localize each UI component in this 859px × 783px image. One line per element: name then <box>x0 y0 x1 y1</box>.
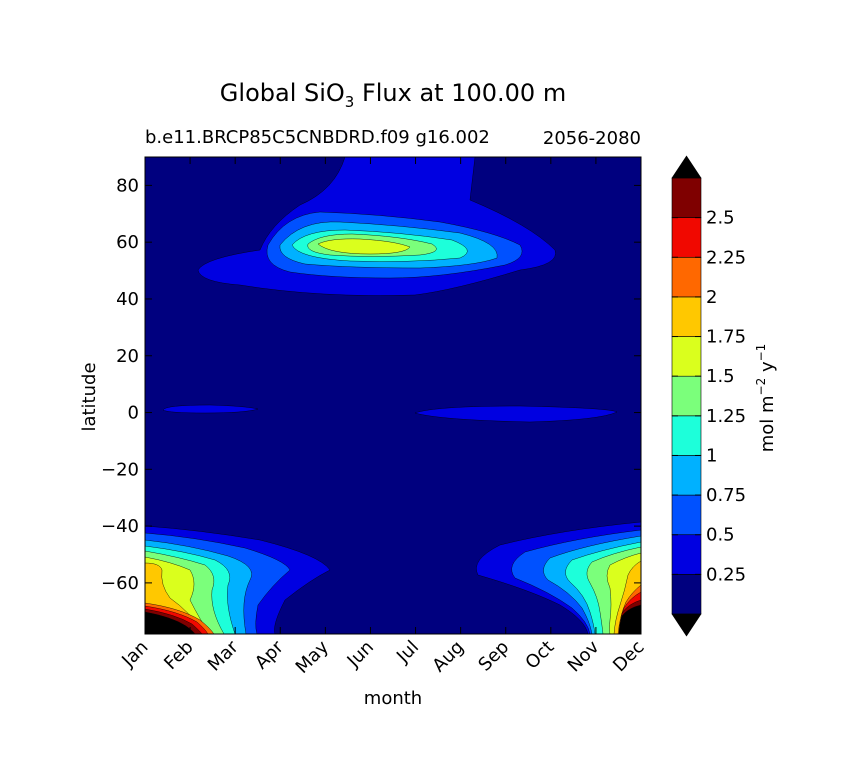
colorbar-segment <box>671 534 702 575</box>
y-tick-label: −60 <box>101 573 139 594</box>
y-axis-label: latitude <box>79 362 100 431</box>
x-tick-label: May <box>292 636 333 677</box>
colorbar-segment <box>671 296 702 337</box>
colorbar: 0.25 0.5 0.75 1 1.25 1.5 1.75 2 2.25 2.5 <box>671 155 746 637</box>
y-tick-label: 20 <box>116 346 139 367</box>
colorbar-segment <box>671 177 702 218</box>
x-tick-label: Feb <box>160 637 197 674</box>
y-tick-label: −20 <box>101 459 139 480</box>
colorbar-segment <box>671 375 702 417</box>
x-tick-label: Jun <box>343 637 378 672</box>
y-tick-label: 40 <box>116 289 139 310</box>
colorbar-segment <box>671 217 702 258</box>
colorbar-segment <box>671 455 702 496</box>
colorbar-segment <box>671 415 702 456</box>
x-tick-label: Nov <box>564 636 604 676</box>
x-tick-label: Aug <box>428 637 468 677</box>
y-tick-label: 80 <box>116 175 139 196</box>
colorbar-tick-label: 1.5 <box>706 366 735 387</box>
contour-equator-right <box>414 405 618 423</box>
y-axis: 80 60 40 20 0 −20 −40 −60 <box>101 175 641 594</box>
x-tick-label: Dec <box>609 637 648 676</box>
x-tick-label: Apr <box>251 636 288 673</box>
colorbar-segment <box>671 494 702 536</box>
colorbar-segment <box>671 574 702 615</box>
x-tick-label: Sep <box>474 637 513 676</box>
colorbar-tick-label: 2.5 <box>706 208 735 229</box>
contour-fills <box>145 157 641 634</box>
contour-north-1.5 <box>317 238 411 255</box>
x-tick-label: Jul <box>392 637 423 668</box>
x-tick-label: Jan <box>117 637 152 672</box>
x-tick-label: Oct <box>521 637 558 674</box>
contour-south-left-over <box>145 611 196 634</box>
colorbar-tick-label: 1 <box>706 445 717 466</box>
y-tick-label: −40 <box>101 516 139 537</box>
chart-title: Global SiO3 Flux at 100.00 m <box>220 79 566 111</box>
x-axis-label: month <box>364 688 422 709</box>
title-subscript: 3 <box>345 93 355 111</box>
colorbar-tick-label: 0.5 <box>706 525 735 546</box>
colorbar-under-triangle <box>671 613 702 637</box>
colorbar-over-triangle <box>671 155 702 179</box>
contour-equator-left <box>162 404 259 414</box>
contour-south-right-over <box>618 604 641 634</box>
colorbar-tick-label: 2.25 <box>706 247 746 268</box>
plot-frame <box>144 156 642 635</box>
colorbar-tick-label: 0.75 <box>706 485 746 506</box>
colorbar-tick-label: 2 <box>706 287 717 308</box>
plot-area <box>144 156 642 635</box>
years-label: 2056-2080 <box>543 128 641 149</box>
x-tick-label: Mar <box>204 636 243 675</box>
colorbar-segment <box>671 256 702 298</box>
colorbar-unit-label: mol m−2 y−1 <box>754 344 778 453</box>
colorbar-tick-label: 1.75 <box>706 327 746 348</box>
y-tick-label: 60 <box>116 232 139 253</box>
colorbar-tick-label: 0.25 <box>706 564 746 585</box>
colorbar-tick-label: 1.25 <box>706 406 746 427</box>
colorbar-segment <box>671 336 702 377</box>
y-tick-label: 0 <box>128 403 139 424</box>
case-label: b.e11.BRCP85C5CNBDRD.f09 g16.002 <box>145 127 490 148</box>
